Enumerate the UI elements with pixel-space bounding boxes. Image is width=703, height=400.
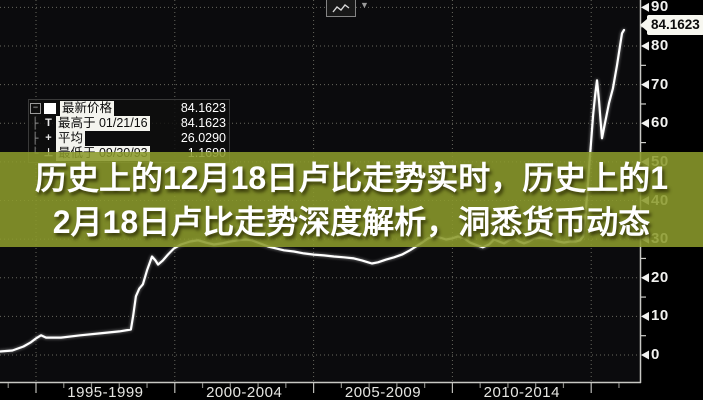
legend-label: 最高于 01/21/16	[56, 116, 150, 131]
x-axis-label: 2010-2014	[483, 384, 560, 400]
high-marker-icon: T	[45, 117, 52, 129]
average-marker-icon: +	[45, 132, 52, 144]
tree-branch-icon: ├	[31, 117, 39, 130]
tree-branch-icon: ├	[31, 132, 39, 145]
legend-row: ├ + 平均 26.0290	[29, 131, 229, 146]
chart-type-button[interactable]	[326, 0, 356, 17]
collapse-toggle-icon[interactable]: −	[30, 103, 41, 114]
legend-value: 84.1623	[180, 101, 226, 115]
x-axis-label: 2000-2004	[206, 384, 283, 400]
legend-value: 26.0290	[180, 131, 226, 145]
line-chart-icon	[332, 4, 350, 13]
y-axis-label: 90	[651, 0, 669, 16]
y-axis-label: 20	[651, 268, 669, 286]
y-axis-label: 0	[651, 346, 660, 363]
legend-value: 84.1623	[180, 116, 226, 130]
y-axis-label: 80	[651, 37, 669, 55]
series-swatch-icon	[44, 103, 56, 114]
x-axis-label: 1995-1999	[67, 384, 144, 400]
headline-line-1: 历史上的12月18日卢比走势实时，历史上的1	[35, 159, 668, 196]
headline-banner: 历史上的12月18日卢比走势实时，历史上的1 2月18日卢比走势深度解析，洞悉货…	[0, 152, 703, 247]
headline-line-2: 2月18日卢比走势深度解析，洞悉货币动态	[52, 203, 651, 240]
legend-row: ├ T 最高于 01/21/16 84.1623	[29, 116, 229, 131]
legend-label: 最新价格	[60, 101, 115, 116]
y-axis-label: 10	[651, 307, 669, 325]
legend-row: − 最新价格 84.1623	[29, 101, 229, 116]
last-price-tag: 84.1623	[640, 15, 703, 35]
y-axis-label: 60	[651, 114, 669, 132]
x-axis-label: 2005-2009	[344, 384, 422, 400]
y-axis-label: 70	[651, 75, 669, 93]
legend-label: 平均	[56, 131, 86, 146]
chevron-down-icon[interactable]: ▼	[360, 0, 369, 10]
